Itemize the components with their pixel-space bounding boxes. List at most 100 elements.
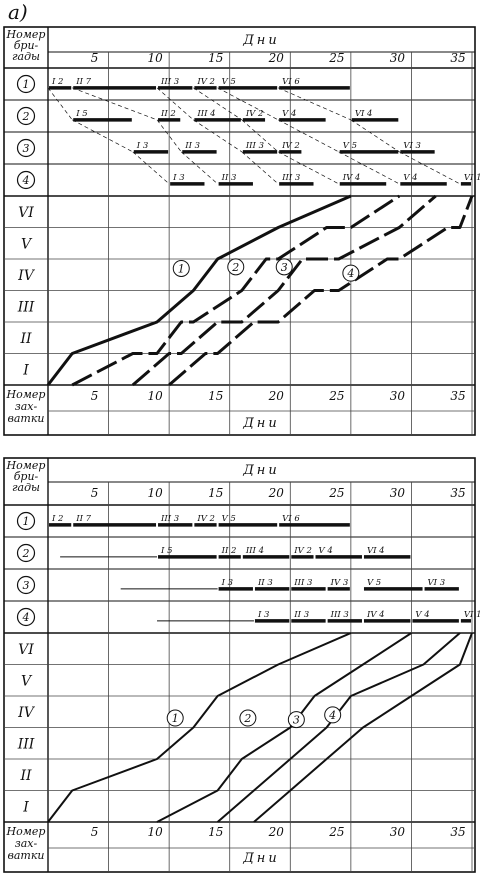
curve-label: 1 <box>172 712 179 725</box>
work-bar-label: III 3 <box>245 141 264 151</box>
day-tick-label: 35 <box>450 486 465 500</box>
section-header-text: Номер <box>6 825 46 838</box>
brigade-header-text: гады <box>12 481 40 494</box>
section-header-text: ватки <box>7 412 44 425</box>
link-dash-line <box>47 87 73 121</box>
curve-label: 3 <box>293 714 300 727</box>
link-dash-line <box>350 119 400 153</box>
work-bar-label: I 5 <box>75 109 87 119</box>
work-bar-label: V 5 <box>222 77 236 87</box>
work-bar-label: I 3 <box>221 578 233 588</box>
section-numeral: V <box>21 673 33 689</box>
work-bar-label: IV 2 <box>196 77 215 87</box>
day-tick-label-bottom: 20 <box>268 389 285 403</box>
work-bar-label: VI 4 <box>355 109 373 119</box>
brigade-number: 1 <box>23 515 30 528</box>
brigade-number-circle <box>16 170 36 190</box>
work-bar-label: V 5 <box>343 141 357 151</box>
work-bar-label: V 5 <box>222 514 236 524</box>
section-numeral: V <box>21 236 33 252</box>
work-bar-label: II 7 <box>75 514 91 524</box>
work-bar-label: III 4 <box>245 546 264 556</box>
day-tick-label-bottom: 10 <box>148 825 164 839</box>
panel-frame <box>3 457 476 873</box>
curve-label: 2 <box>243 712 251 725</box>
brigade-header-text: Номер <box>6 28 46 41</box>
link-dash-line <box>193 119 243 153</box>
curve-label-circle <box>324 706 342 724</box>
brigade-number: 2 <box>22 110 30 123</box>
day-tick-label-bottom: 20 <box>268 825 285 839</box>
section-header-text: зах- <box>15 400 38 413</box>
day-tick-label-bottom: 25 <box>328 389 344 403</box>
work-bar-label: VI 3 <box>403 141 421 151</box>
day-tick-label: 15 <box>208 486 223 500</box>
brigade-number-circle <box>16 543 36 563</box>
section-numeral: IV <box>17 268 36 284</box>
section-header-text: ватки <box>7 849 44 862</box>
progress-curve <box>253 632 473 823</box>
work-bar-label: I 3 <box>257 610 269 620</box>
day-tick-label-bottom: 35 <box>450 825 465 839</box>
progress-curve <box>71 194 401 387</box>
progress-curve <box>47 632 352 823</box>
work-bar-label: IV 2 <box>293 546 312 556</box>
brigade-number-circle <box>16 575 36 595</box>
progress-curve <box>46 194 352 386</box>
section-header-text: зах- <box>15 837 38 850</box>
curve-label: 1 <box>178 262 185 275</box>
section-numeral: III <box>17 299 35 315</box>
link-dash-line <box>72 87 158 121</box>
work-bar-label: VI 1 <box>464 173 482 183</box>
curve-label-circle <box>227 258 245 276</box>
days-footer: Дни <box>242 851 280 866</box>
brigade-number-circle <box>16 607 36 627</box>
brigade-number: 4 <box>22 174 30 187</box>
work-bar-label: III 3 <box>330 610 349 620</box>
section-numeral: III <box>17 736 35 752</box>
day-tick-label-bottom: 10 <box>148 389 164 403</box>
work-bar-label: III 3 <box>160 514 179 524</box>
day-tick-label: 10 <box>148 51 164 65</box>
work-bar-label: III 4 <box>196 109 215 119</box>
day-tick-label-bottom: 15 <box>208 825 223 839</box>
day-tick-label: 15 <box>208 51 223 65</box>
brigade-number-circle <box>16 106 36 126</box>
work-bar-label: IV 3 <box>330 578 349 588</box>
day-tick-label-bottom: 5 <box>91 389 99 403</box>
brigade-header-text: бри- <box>14 39 39 52</box>
link-dash-line <box>278 119 339 153</box>
brigade-header-text: бри- <box>14 470 39 483</box>
work-bar-label: IV 2 <box>281 141 300 151</box>
day-tick-label: 30 <box>390 486 406 500</box>
day-tick-label-bottom: 5 <box>91 825 99 839</box>
day-tick-label-bottom: 30 <box>390 389 406 403</box>
section-numeral: I <box>22 799 29 815</box>
work-bar-label: III 3 <box>293 578 312 588</box>
work-bar-label: II 7 <box>75 77 91 87</box>
link-dash-line <box>241 151 279 185</box>
link-dash-line <box>278 151 339 185</box>
section-numeral: II <box>19 768 32 784</box>
brigade-number: 1 <box>23 78 30 91</box>
brigade-header-text: гады <box>12 50 40 63</box>
work-bar-label: V 4 <box>319 546 333 556</box>
link-dash-line <box>217 87 279 121</box>
link-dash-line <box>338 151 400 185</box>
day-tick-label: 5 <box>91 51 99 65</box>
curve-label-circle <box>287 711 305 729</box>
section-numeral: IV <box>17 705 36 721</box>
link-dash-line <box>132 151 170 185</box>
curve-label-circle <box>166 709 184 727</box>
section-numeral: II <box>19 331 32 347</box>
curve-label: 4 <box>346 267 354 280</box>
link-dash-line <box>193 87 243 121</box>
brigade-number: 2 <box>22 547 30 560</box>
work-bar-label: V 4 <box>282 109 296 119</box>
work-bar-label: I 5 <box>160 546 172 556</box>
work-bar-label: VI 6 <box>282 77 300 87</box>
panel-frame <box>3 26 476 436</box>
link-dash-line <box>278 87 351 121</box>
work-bar-label: II 2 <box>160 109 176 119</box>
